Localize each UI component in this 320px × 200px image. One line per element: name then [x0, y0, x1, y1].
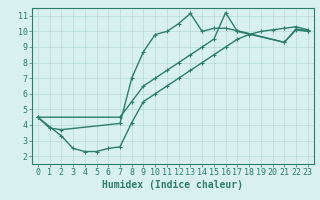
X-axis label: Humidex (Indice chaleur): Humidex (Indice chaleur) [102, 180, 243, 190]
